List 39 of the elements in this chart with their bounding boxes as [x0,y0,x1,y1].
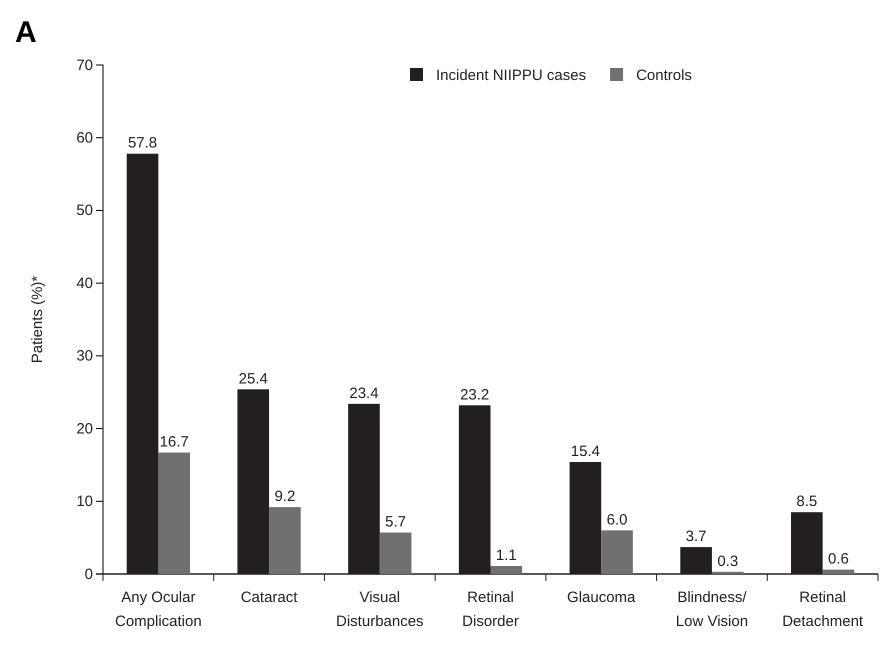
data-label: 8.5 [796,493,818,510]
bar [822,570,854,574]
data-label: 3.7 [686,528,707,546]
chart-title: A [15,16,37,49]
legend-label: Incident NIIPPU cases [436,67,586,84]
y-tick-label: 70 [76,56,93,74]
x-tick-label: Retinal Disorder [462,589,519,630]
data-label: 16.7 [160,434,189,451]
data-label: 1.1 [496,547,517,564]
data-label: 0.3 [717,552,738,570]
data-label: 25.4 [238,370,268,388]
legend-label: Controls [636,67,692,84]
y-tick-label: 50 [76,202,93,220]
bar [158,452,190,574]
bar [380,532,412,574]
y-tick-label: 30 [76,348,93,365]
data-label: 0.6 [828,550,849,568]
bar [490,566,522,574]
data-label: 23.2 [460,386,490,404]
data-label: 6.0 [606,511,628,528]
y-tick-label: 60 [76,130,93,147]
bar [601,530,633,574]
x-tick-label: Retinal Detachment [782,589,864,630]
x-tick-label: Cataract [240,589,298,606]
x-tick-label: Blindness/ Low Vision [676,589,748,630]
data-label: 57.8 [128,134,158,152]
y-tick-label: 0 [84,566,93,583]
data-label: 5.7 [385,514,406,531]
y-tick-label: 40 [76,274,93,292]
data-label: 9.2 [274,488,296,506]
bar [269,507,301,574]
y-tick-label: 10 [76,493,93,510]
data-label: 23.4 [349,384,379,402]
data-label: 15.4 [570,443,600,460]
y-tick-label: 20 [76,420,93,438]
x-tick-label: Visual Disturbances [336,589,424,630]
x-tick-label: Any Ocular Complication [115,589,202,630]
x-tick-label: Glaucoma [567,589,636,606]
y-axis-title: Patients (%)* [29,276,46,364]
